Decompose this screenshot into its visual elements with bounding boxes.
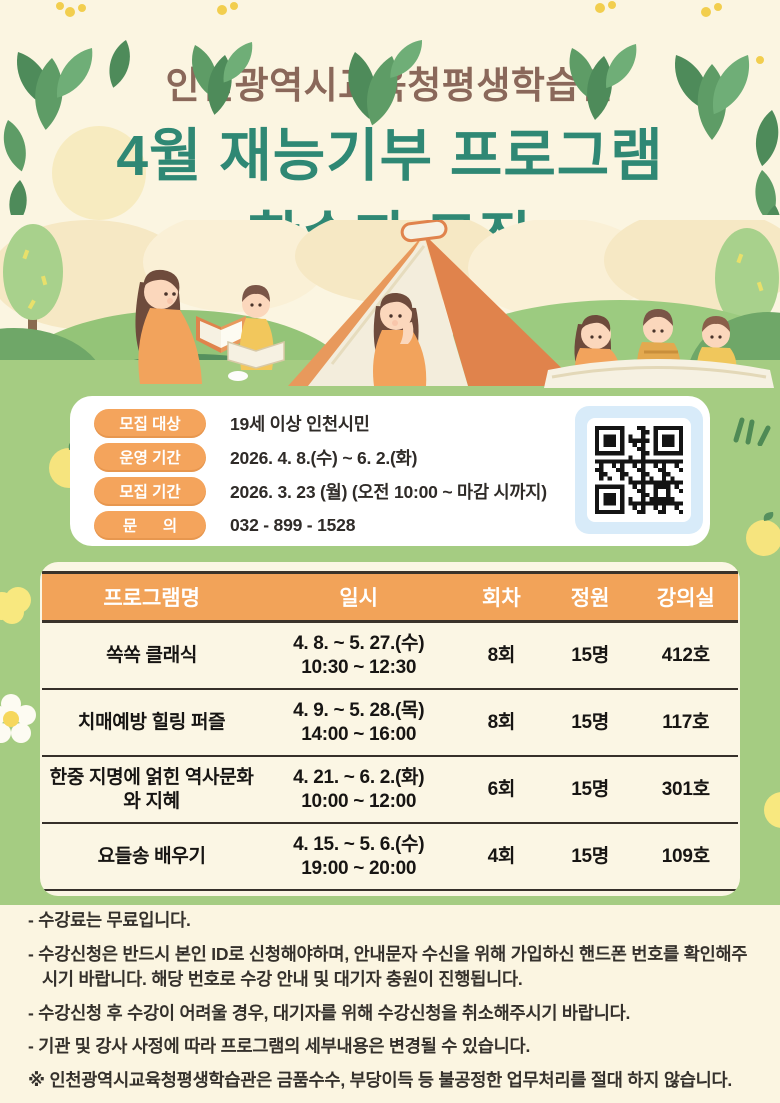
column-header-capacity: 정원 bbox=[570, 587, 610, 610]
qr-code-panel bbox=[575, 406, 703, 534]
reading-people-illustration bbox=[0, 220, 780, 388]
qr-code-image bbox=[595, 426, 683, 514]
column-header-sessions: 회차 bbox=[482, 587, 521, 610]
cell-schedule-time: 10:30 ~ 12:30 bbox=[301, 656, 417, 678]
cell-room: 301호 bbox=[661, 778, 710, 800]
cell-schedule-date: 4. 21. ~ 6. 2.(화) bbox=[293, 766, 425, 788]
cell-sessions: 4회 bbox=[487, 845, 516, 867]
note-free: - 수강료는 무료입니다. bbox=[28, 910, 191, 930]
info-label-operation-period: 운영 기간 bbox=[94, 442, 206, 472]
note-integrity: ※ 인천광역시교육청평생학습관은 금품수수, 부당이득 등 불공정한 업무처리를… bbox=[28, 1070, 733, 1091]
cell-sessions: 6회 bbox=[487, 778, 516, 800]
table-row: 치매예방 힐링 퍼즐 4. 9. ~ 5. 28.(목) 14:00 ~ 16:… bbox=[42, 690, 738, 757]
info-row-contact: 문 의 032 - 899 - 1528 bbox=[94, 509, 710, 541]
cell-capacity: 15명 bbox=[571, 778, 609, 800]
cell-schedule-date: 4. 9. ~ 5. 28.(목) bbox=[293, 699, 425, 721]
cell-program-name: 쏙쏙 클래식 bbox=[106, 644, 198, 666]
cell-room: 117호 bbox=[662, 711, 710, 733]
cell-schedule-time: 14:00 ~ 16:00 bbox=[301, 723, 417, 745]
fruit-decoration-bottom-right bbox=[764, 792, 780, 828]
info-label-contact: 문 의 bbox=[94, 510, 206, 540]
cell-schedule-date: 4. 15. ~ 5. 6.(수) bbox=[293, 833, 425, 855]
program-table: 프로그램명 일시 회차 정원 강의실 쏙쏙 클래식 4. 8. ~ 5. 27.… bbox=[40, 562, 740, 896]
cell-schedule: 4. 21. ~ 6. 2.(화) 10:00 ~ 12:00 bbox=[261, 766, 456, 814]
column-header-schedule: 일시 bbox=[339, 587, 378, 610]
poster-title-line1: 4월 재능기부 프로그램 bbox=[116, 124, 664, 188]
cell-room: 412호 bbox=[661, 644, 710, 666]
info-row-operation-period: 운영 기간 2026. 4. 8.(수) ~ 6. 2.(화) bbox=[94, 441, 710, 473]
yellow-cloud-decoration bbox=[0, 587, 31, 624]
white-flower-decoration bbox=[0, 694, 36, 743]
info-value-operation-period: 2026. 4. 8.(수) ~ 6. 2.(화) bbox=[230, 447, 418, 468]
column-header-room: 강의실 bbox=[656, 587, 715, 610]
cell-schedule: 4. 9. ~ 5. 28.(목) 14:00 ~ 16:00 bbox=[261, 699, 456, 747]
note-id-registration: - 수강신청은 반드시 본인 ID로 신청해야하며, 안내문자 수신을 위해 가… bbox=[28, 943, 748, 989]
cell-capacity: 15명 bbox=[571, 711, 609, 733]
table-row: 쏙쏙 클래식 4. 8. ~ 5. 27.(수) 10:30 ~ 12:30 8… bbox=[42, 623, 738, 690]
cell-capacity: 15명 bbox=[571, 845, 609, 867]
table-row: 요들송 배우기 4. 15. ~ 5. 6.(수) 19:00 ~ 20:00 … bbox=[42, 824, 738, 891]
cell-sessions: 8회 bbox=[487, 711, 516, 733]
column-header-program: 프로그램명 bbox=[103, 587, 200, 610]
cell-schedule-time: 19:00 ~ 20:00 bbox=[301, 857, 417, 879]
info-label-application-period: 모집 기간 bbox=[94, 476, 206, 506]
cell-schedule-date: 4. 8. ~ 5. 27.(수) bbox=[293, 632, 425, 654]
program-table-header: 프로그램명 일시 회차 정원 강의실 bbox=[42, 571, 738, 623]
info-value-contact: 032 - 899 - 1528 bbox=[230, 514, 356, 535]
info-row-application-period: 모집 기간 2026. 3. 23 (월) (오전 10:00 ~ 마감 시까지… bbox=[94, 475, 710, 507]
fruit-decoration-right bbox=[746, 512, 780, 556]
info-label-target: 모집 대상 bbox=[94, 408, 206, 438]
cell-room: 109호 bbox=[661, 845, 710, 867]
cell-schedule: 4. 8. ~ 5. 27.(수) 10:30 ~ 12:30 bbox=[261, 632, 456, 680]
note-changes: - 기관 및 강사 사정에 따라 프로그램의 세부내용은 변경될 수 있습니다. bbox=[28, 1036, 531, 1057]
sparkle-strokes-decoration bbox=[733, 417, 771, 446]
leaf-border-decoration bbox=[0, 1, 780, 215]
table-row: 한중 지명에 얽힌 역사문화와 지혜 4. 21. ~ 6. 2.(화) 10:… bbox=[42, 757, 738, 824]
info-row-target: 모집 대상 19세 이상 인천시민 bbox=[94, 407, 710, 439]
cell-schedule-time: 10:00 ~ 12:00 bbox=[301, 790, 417, 812]
qr-code-frame bbox=[587, 418, 691, 522]
cell-capacity: 15명 bbox=[571, 644, 609, 666]
info-value-application-period: 2026. 3. 23 (월) (오전 10:00 ~ 마감 시까지) bbox=[230, 481, 547, 502]
cell-schedule: 4. 15. ~ 5. 6.(수) 19:00 ~ 20:00 bbox=[261, 833, 456, 881]
notes-section: - 수강료는 무료입니다. - 수강신청은 반드시 본인 ID로 신청해야하며,… bbox=[28, 908, 758, 1102]
info-value-target: 19세 이상 인천시민 bbox=[230, 413, 370, 434]
cell-sessions: 8회 bbox=[487, 644, 516, 666]
cell-program-name: 치매예방 힐링 퍼즐 bbox=[77, 711, 226, 733]
cell-program-name: 요들송 배우기 bbox=[97, 845, 206, 867]
cell-program-name: 한중 지명에 얽힌 역사문화와 지혜 bbox=[49, 766, 254, 812]
sun-decoration bbox=[52, 126, 146, 220]
note-cancellation: - 수강신청 후 수강이 어려울 경우, 대기자를 위해 수강신청을 취소해주시… bbox=[28, 1002, 631, 1023]
